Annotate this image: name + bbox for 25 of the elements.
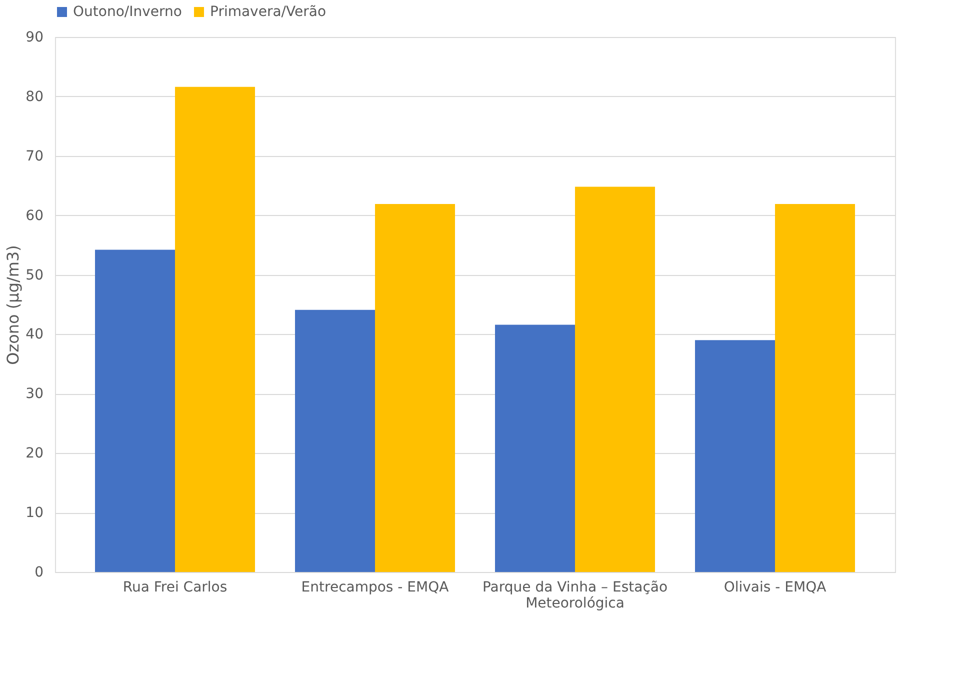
- y-tick-label: 90: [26, 30, 44, 46]
- y-tick-label: 50: [26, 267, 44, 284]
- y-tick-label: 40: [26, 326, 44, 343]
- x-tick-label: Olivais - EMQA: [724, 580, 827, 596]
- y-tick-label: 70: [26, 148, 44, 164]
- y-tick-label: 10: [26, 505, 44, 522]
- bar: [495, 324, 575, 572]
- legend-label: Outono/Inverno: [73, 4, 182, 20]
- x-tick-label: Entrecampos - EMQA: [301, 580, 450, 596]
- bar: [695, 340, 775, 572]
- y-tick-label: 30: [26, 386, 44, 402]
- legend-label: Primavera/Verão: [210, 4, 326, 20]
- bar: [295, 310, 375, 572]
- x-tick-label: Rua Frei Carlos: [122, 580, 228, 596]
- bar: [375, 204, 455, 572]
- bar: [775, 204, 855, 572]
- bar: [175, 86, 255, 572]
- bar: [95, 250, 175, 572]
- y-axis-title: Ozono (µg/m3): [4, 245, 23, 365]
- x-tick-label: Parque da Vinha – Estação Meteorológica: [482, 580, 668, 612]
- bar: [575, 186, 655, 572]
- y-tick-label: 0: [34, 564, 44, 580]
- y-tick-label: 60: [26, 208, 44, 224]
- y-tick-label: 20: [26, 446, 44, 462]
- y-tick-label: 80: [26, 88, 44, 105]
